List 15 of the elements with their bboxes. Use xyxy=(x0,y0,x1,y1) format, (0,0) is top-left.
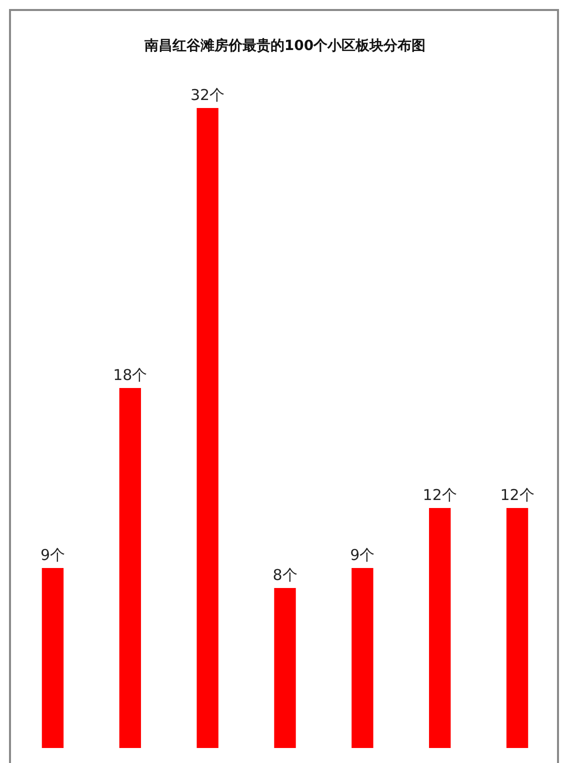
data-label: 9个 xyxy=(350,546,375,564)
chart-title: 南昌红谷滩房价最贵的100个小区板块分布图 xyxy=(143,37,426,54)
bar xyxy=(42,568,64,748)
data-label: 32个 xyxy=(190,86,225,104)
data-label: 18个 xyxy=(113,366,148,384)
data-label: 8个 xyxy=(272,566,298,584)
bar xyxy=(429,508,451,748)
data-label: 12个 xyxy=(422,486,457,504)
bar xyxy=(352,568,374,748)
bar xyxy=(274,588,296,748)
data-label: 12个 xyxy=(500,486,534,504)
bar xyxy=(119,388,141,748)
data-label: 9个 xyxy=(40,546,65,564)
bar xyxy=(196,108,218,748)
bar xyxy=(506,508,528,748)
